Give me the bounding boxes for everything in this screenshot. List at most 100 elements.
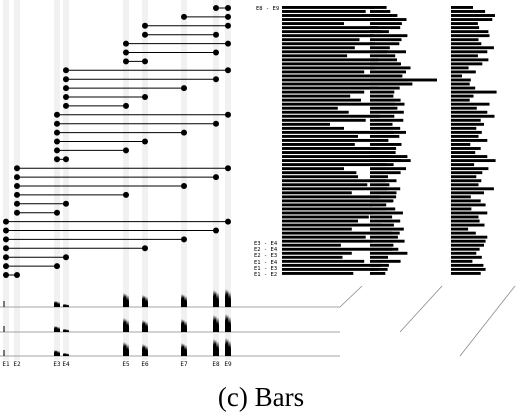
junction-node [225,5,231,11]
junction-bar [370,90,395,94]
junction-bar [451,110,488,114]
junction-bar [451,58,489,62]
junction-bar [370,219,401,223]
junction-bar [370,86,400,90]
junction-bar [282,271,354,275]
junction-node [213,49,219,56]
junction-bar [370,247,393,251]
coverage-peak [142,344,148,356]
junction-bar [451,30,489,34]
junction-bar [370,215,393,219]
junction-node [123,58,129,65]
track-connector [459,285,516,357]
junction-bar [370,207,396,211]
junction-node [142,245,148,252]
junction-node [181,183,187,189]
junction-bar [370,235,398,239]
coverage-tracks [0,289,340,357]
exon-label-e3: E3 [53,361,61,368]
junction-node [63,76,69,83]
exon-band [63,0,69,360]
exon-label-e1: E1 [2,361,10,368]
junction-bar [282,30,382,34]
junction-node [3,263,9,270]
junction-bar [370,163,387,167]
junction-bar [370,114,395,118]
junction-bar [451,114,495,118]
junction-arcs [3,5,231,278]
junction-bar [370,22,402,26]
junction-node [213,31,219,38]
junction-bar [451,70,476,74]
junction-bar [282,66,375,70]
junction-bar [282,195,380,199]
junction-bar-columns [282,6,497,275]
junction-bar [282,167,344,171]
junction-node [54,156,60,163]
junction-bar [370,50,406,54]
junction-bar [451,50,488,54]
junction-bar [451,82,470,86]
junction-bar [282,22,344,26]
junction-bar [282,159,411,163]
junction-bar [451,147,481,150]
junction-bar [370,94,394,98]
junction-bar [451,227,469,231]
exon-label-e5: E5 [122,361,130,368]
junction-bar [370,271,386,275]
junction-bar [282,138,371,142]
junction-bar [282,126,344,130]
junction-bar [282,163,394,167]
junction-bar [451,151,476,154]
junction-bar [370,70,406,74]
junction-bar [451,14,495,17]
junction-bar [451,26,480,30]
junction-bar [451,54,478,58]
junction-bar [451,66,469,70]
junction-bar [451,134,479,138]
junction-bar [282,10,366,13]
exon-band [54,0,60,360]
junction-bar [282,223,382,227]
junction-bar [370,263,389,267]
junction-bar [282,70,365,74]
junction-node [123,147,129,154]
junction-node [213,5,219,11]
junction-node [123,49,129,56]
junction-bar [451,199,481,203]
junction-bar [370,211,403,215]
junction-node [63,254,69,261]
junction-node [14,272,20,278]
junction-node [14,174,20,181]
junction-bar [370,102,395,106]
coverage-peak [63,304,69,307]
junction-bar [282,243,341,247]
junction-bar [282,42,375,46]
junction-bar [451,171,483,175]
junction-bar [370,227,404,231]
junction-bar [370,14,398,17]
legend-label: E2 - E4 [254,247,278,253]
junction-node [225,111,231,118]
junction-node [3,236,9,243]
junction-bar [282,58,379,62]
junction-bar [451,46,494,50]
junction-node [213,76,219,83]
legend-label: E1 - E3 [254,266,277,272]
junction-bar [282,106,338,110]
junction-bar [370,167,406,171]
junction-node [225,165,231,172]
junction-node [54,111,60,118]
exon-label-e7: E7 [180,361,188,368]
junction-bar [451,34,490,38]
junction-bar [370,143,402,146]
junction-bar [370,106,398,110]
junction-bar [451,187,494,191]
junction-bar [451,255,482,259]
junction-node [181,85,187,92]
junction-bar [370,118,404,122]
junction-bar [370,183,390,187]
coverage-peak [213,290,219,307]
coverage-peak [181,294,187,307]
junction-bar [282,102,405,106]
